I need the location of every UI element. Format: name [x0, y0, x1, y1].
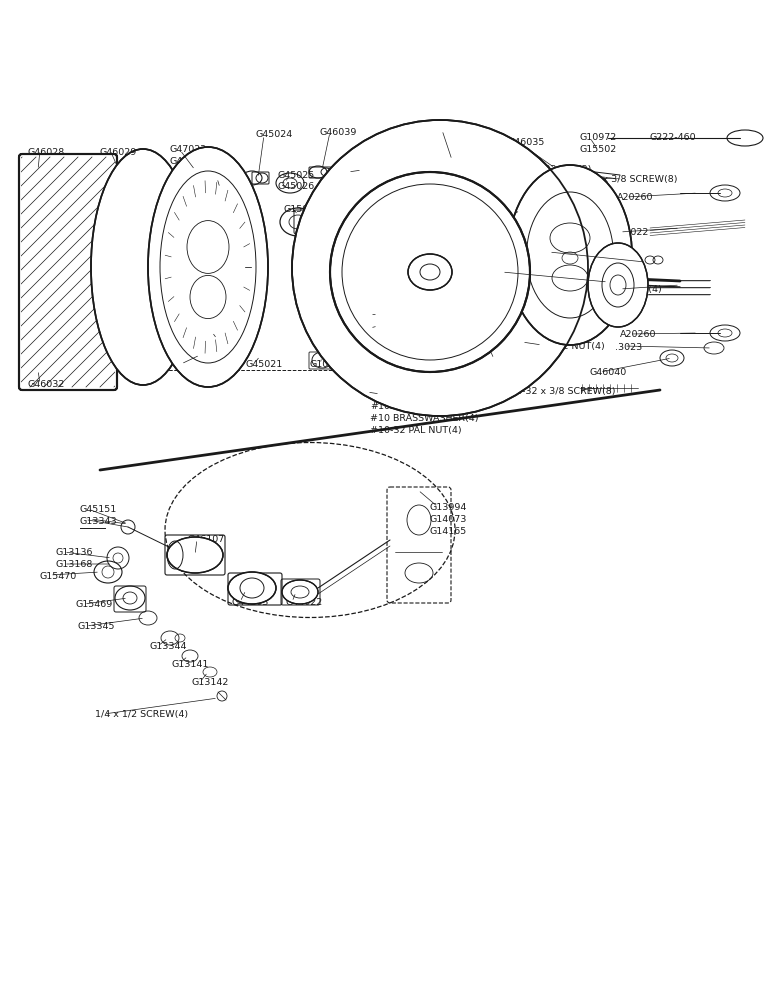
- Text: #10 BRASSWASHER(4): #10 BRASSWASHER(4): [370, 414, 479, 423]
- Text: G15018: G15018: [284, 205, 321, 214]
- Text: A20260: A20260: [617, 193, 654, 202]
- Text: G44803: G44803: [232, 598, 269, 607]
- Text: G15502: G15502: [580, 145, 618, 154]
- Text: G46032: G46032: [28, 380, 66, 389]
- Text: G46042(4): G46042(4): [540, 248, 591, 257]
- Text: G14073: G14073: [430, 515, 467, 524]
- Ellipse shape: [91, 149, 195, 385]
- Text: G13345: G13345: [78, 622, 116, 631]
- Text: A222-500(2): A222-500(2): [533, 165, 592, 174]
- Text: G45026: G45026: [278, 182, 315, 191]
- Text: G15470: G15470: [40, 572, 77, 581]
- Text: 1/4 x 1/2 SCREW(4): 1/4 x 1/2 SCREW(4): [95, 710, 188, 719]
- Text: G14165: G14165: [430, 527, 467, 536]
- Text: G13141: G13141: [172, 660, 209, 669]
- Text: #10-32 BRASS NUT(4): #10-32 BRASS NUT(4): [370, 390, 476, 399]
- Text: G45019: G45019: [494, 268, 531, 277]
- Ellipse shape: [292, 120, 588, 416]
- Ellipse shape: [167, 537, 223, 573]
- Text: G46030: G46030: [170, 157, 208, 166]
- Text: G45024: G45024: [255, 130, 293, 139]
- Text: G13142: G13142: [192, 678, 229, 687]
- Text: G13343: G13343: [80, 517, 117, 526]
- Text: G44022: G44022: [285, 598, 322, 607]
- Text: .3023: .3023: [615, 343, 642, 352]
- Text: G13344: G13344: [150, 642, 188, 651]
- Text: #10LOCKWASHER(4): #10LOCKWASHER(4): [370, 402, 469, 411]
- Text: G46041(4): G46041(4): [611, 285, 662, 294]
- Text: G46028: G46028: [28, 148, 66, 157]
- Text: G46036(2): G46036(2): [368, 322, 419, 331]
- Text: G46034(2): G46034(2): [432, 127, 482, 136]
- Text: G13136: G13136: [55, 548, 93, 557]
- Text: G46107: G46107: [188, 535, 225, 544]
- Text: G45022: G45022: [208, 335, 245, 344]
- Text: #10-32 PAL NUT(4): #10-32 PAL NUT(4): [370, 426, 462, 435]
- Text: #8-32 x 3/8 SCREW(8): #8-32 x 3/8 SCREW(8): [570, 175, 678, 184]
- FancyBboxPatch shape: [19, 154, 117, 390]
- Text: G222-460: G222-460: [650, 133, 696, 142]
- Text: G46029: G46029: [100, 148, 137, 157]
- Text: G13168: G13168: [55, 560, 93, 569]
- Text: G46035: G46035: [508, 138, 545, 147]
- Text: G13994: G13994: [430, 503, 467, 512]
- Text: #8-32 x 3/8 SCREW(8): #8-32 x 3/8 SCREW(8): [508, 387, 615, 396]
- Text: #10-32 NUT(4): #10-32 NUT(4): [533, 342, 604, 351]
- Text: G45025: G45025: [278, 171, 315, 180]
- Text: G46039: G46039: [320, 128, 357, 137]
- Text: G46040: G46040: [590, 368, 627, 377]
- Ellipse shape: [588, 243, 648, 327]
- Text: G4603B(4): G4603B(4): [482, 355, 533, 364]
- Ellipse shape: [508, 165, 632, 345]
- Ellipse shape: [228, 572, 276, 604]
- Ellipse shape: [330, 172, 530, 372]
- Text: G45151: G45151: [80, 505, 117, 514]
- Text: G46033: G46033: [172, 360, 209, 369]
- Ellipse shape: [148, 147, 268, 387]
- Text: G15469: G15469: [75, 600, 112, 609]
- Ellipse shape: [408, 254, 452, 290]
- Text: G46037(2): G46037(2): [368, 310, 419, 319]
- Text: G45027: G45027: [208, 174, 245, 183]
- Text: NUT: NUT: [355, 168, 374, 177]
- Text: G45029(2): G45029(2): [503, 212, 554, 221]
- Text: G10972: G10972: [580, 133, 618, 142]
- Ellipse shape: [282, 580, 318, 604]
- Text: G47022: G47022: [170, 145, 207, 154]
- Text: G10865(2): G10865(2): [310, 360, 361, 369]
- Text: A20260: A20260: [620, 330, 656, 339]
- Text: G45021: G45021: [245, 360, 283, 369]
- Text: G13022: G13022: [611, 228, 648, 237]
